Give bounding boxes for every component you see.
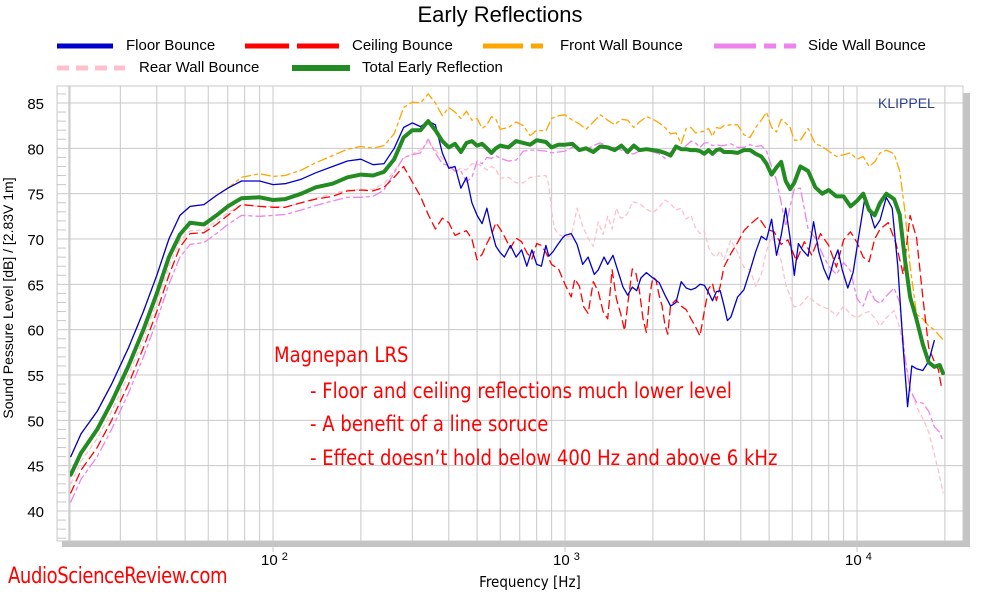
x-tick-label: 10 2 [261,551,288,569]
legend-swatch-side-wall-bounce [714,43,796,49]
legend-swatch-ceiling-bounce [245,43,339,49]
legend-item-side-wall-bounce: Side Wall Bounce [713,37,953,55]
grid [68,86,963,541]
klippel-watermark: KLIPPEL [878,95,935,111]
legend-swatch-total-early-reflection [292,65,350,71]
x-tick-label: 10 4 [845,551,872,569]
annotation-line-2: - A benefit of a line soruce [310,412,549,436]
legend-label: Ceiling Bounce [352,37,453,54]
y-tick-label: 80 [27,141,44,158]
legend-label: Floor Bounce [126,37,216,54]
legend-swatch-front-wall-bounce [483,43,547,49]
x-tick-label: 10 3 [553,551,580,569]
y-ticks: 40 45 50 55 60 65 70 75 80 85 [27,93,70,539]
legend-item-front-wall-bounce: Front Wall Bounce [482,37,702,55]
legend-item-rear-wall-bounce: Rear Wall Bounce [56,59,286,77]
y-tick-label: 40 [27,504,44,521]
plot-shadow-right [963,93,970,547]
y-tick-label: 70 [27,232,44,249]
y-tick-label: 55 [27,368,44,385]
y-tick-label: 45 [27,459,44,476]
x-axis-label: Frequency [Hz] [479,573,581,591]
y-tick-label: 50 [27,413,44,430]
legend-swatch-rear-wall-bounce [57,65,125,71]
y-tick-label: 60 [27,323,44,340]
series-line-floor-bounce [70,120,935,458]
legend-item-ceiling-bounce: Ceiling Bounce [244,37,484,55]
y-tick-label: 85 [27,96,44,113]
y-axis-label: Sound Pessure Level [dB] / [2.83V 1m] [0,177,16,419]
legend-item-floor-bounce: Floor Bounce [56,37,236,55]
y-tick-label: 65 [27,277,44,294]
series-group [70,93,945,503]
chart-title: Early Reflections [417,2,583,27]
legend-label: Side Wall Bounce [808,37,926,54]
plot-shadow-bottom [62,541,970,547]
legend-label: Total Early Reflection [362,59,503,76]
annotation-line-3: - Effect doesn’t hold below 400 Hz and a… [310,446,778,470]
series-line-total-early-reflection [70,119,945,477]
plot-frame [56,85,964,542]
y-tick-label: 75 [27,187,44,204]
annotation-title: Magnepan LRS [274,343,409,367]
series-line-ceiling-bounce [70,165,943,494]
series-line-rear-wall-bounce [70,141,944,494]
site-watermark: AudioScienceReview.com [8,564,228,589]
legend-label: Front Wall Bounce [560,37,683,54]
annotation-line-1: - Floor and ceiling reflections much low… [310,379,732,403]
legend-item-total-early-reflection: Total Early Reflection [291,59,531,77]
legend-swatch-floor-bounce [57,43,113,49]
legend-label: Rear Wall Bounce [139,59,260,76]
series-line-front-wall-bounce [70,93,944,458]
